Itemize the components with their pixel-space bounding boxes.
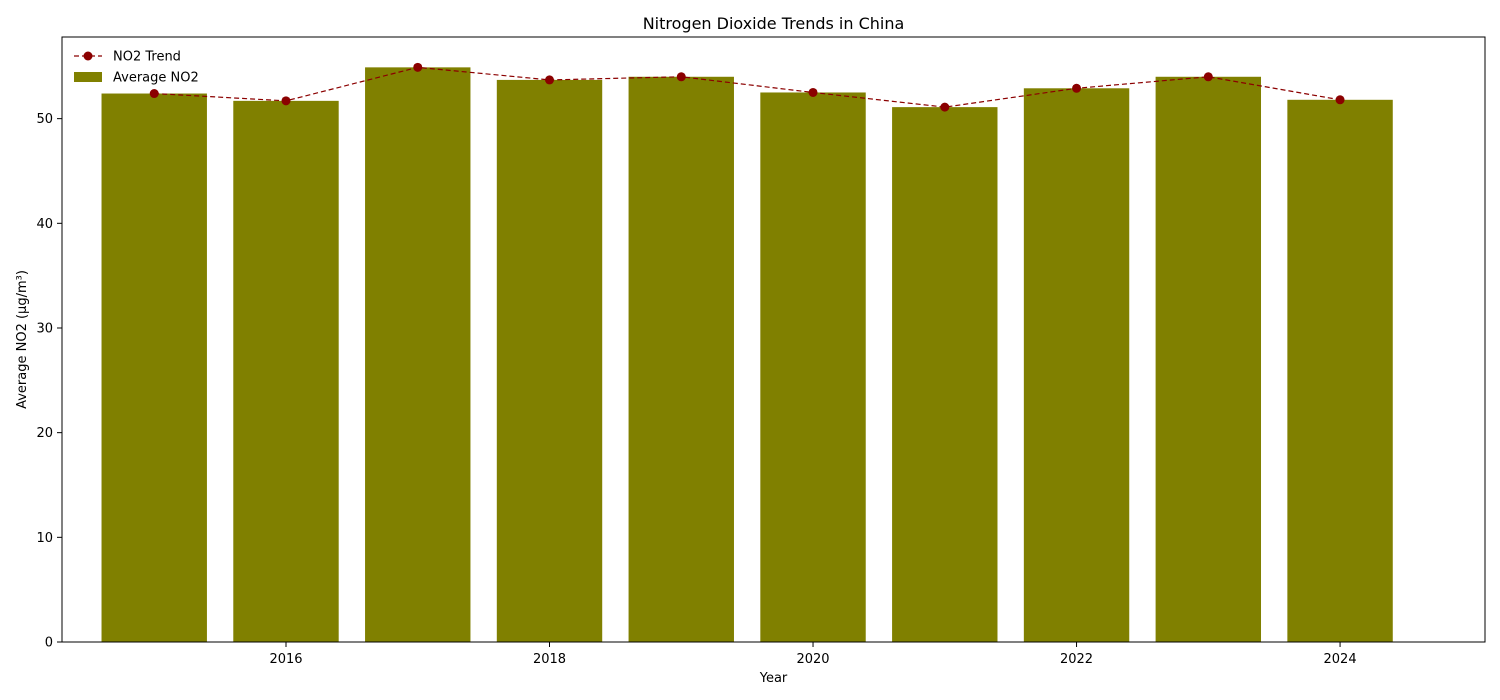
plot-frame: [61, 36, 1486, 643]
x-tick-label: 2018: [533, 652, 566, 667]
y-tick-label: 50: [36, 112, 53, 127]
y-axis-ticks: 0 10 20 30 40 50: [36, 112, 62, 651]
y-axis-title: Average NO2 (µg/m³): [15, 270, 30, 409]
trend-point-2024: [1335, 95, 1345, 105]
bar-2020: [760, 92, 866, 643]
y-tick-label: 10: [36, 531, 53, 546]
bar-2024: [1287, 99, 1393, 643]
x-tick-label: 2020: [796, 652, 829, 667]
bar-2021: [892, 107, 998, 642]
bar-2019: [628, 76, 734, 642]
bar-2022: [1023, 88, 1130, 642]
x-tick-label: 2016: [269, 652, 302, 667]
bar-2023: [1155, 76, 1262, 642]
chart-title: Nitrogen Dioxide Trends in China: [643, 14, 905, 33]
x-tick-label: 2022: [1060, 652, 1093, 667]
trend-point-2023: [1203, 72, 1213, 82]
legend-label-trend: NO2 Trend: [113, 50, 181, 65]
trend-line: [154, 66, 1341, 108]
trend-point-2019: [676, 72, 686, 82]
trend-point-2018: [545, 75, 555, 85]
trend-line-layer: [149, 62, 1345, 112]
bar-2016: [233, 100, 339, 642]
y-tick-label: 0: [45, 636, 53, 651]
bar-2015: [101, 93, 207, 643]
trend-point-2022: [1072, 83, 1082, 93]
y-tick-label: 40: [36, 217, 53, 232]
legend-marker-swatch: [83, 51, 93, 61]
x-axis-title: Year: [759, 671, 788, 686]
legend-label-average: Average NO2: [113, 71, 199, 86]
trend-point-2016: [281, 96, 291, 106]
legend-bar-swatch: [74, 72, 102, 82]
trend-point-2020: [808, 87, 818, 97]
bar-2017: [365, 67, 471, 642]
y-tick-label: 20: [36, 426, 53, 441]
trend-point-2021: [940, 102, 950, 112]
x-axis-ticks: 2016 2018 2020 2022 2024: [269, 642, 1357, 667]
bar-2018: [496, 79, 603, 642]
trend-point-2015: [149, 89, 159, 99]
bars-layer: [101, 67, 1393, 643]
legend: NO2 Trend Average NO2: [74, 50, 199, 86]
trend-point-2017: [413, 62, 423, 72]
y-tick-label: 30: [36, 321, 53, 336]
x-tick-label: 2024: [1324, 652, 1357, 667]
